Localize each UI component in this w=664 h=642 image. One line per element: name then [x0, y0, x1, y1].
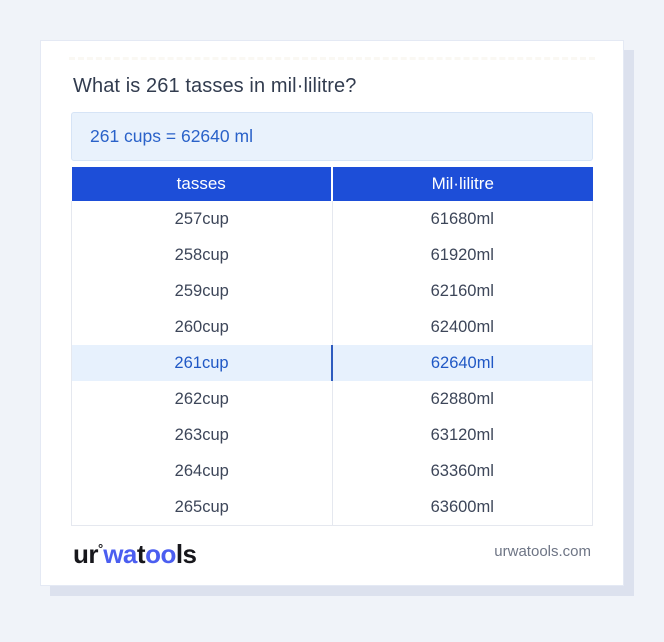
table-row: 262cup 62880ml — [71, 381, 593, 417]
decorative-dashed-line — [69, 57, 595, 60]
result-text: 261 cups = 62640 ml — [90, 126, 253, 146]
cell-millilitre: 62400ml — [331, 309, 593, 345]
logo-part: ls — [175, 539, 197, 569]
table-row: 265cup 63600ml — [71, 489, 593, 526]
table-header: tasses Mil·lilitre — [71, 167, 593, 201]
cell-tasses: 258cup — [71, 237, 332, 273]
cell-millilitre: 62880ml — [331, 381, 593, 417]
converter-card: What is 261 tasses in mil·lilitre? 261 c… — [40, 40, 624, 586]
table-row: 263cup 63120ml — [71, 417, 593, 453]
conversion-table-body: 257cup 61680ml 258cup 61920ml 259cup 62160ml 2… — [71, 201, 593, 526]
column-header-millilitre: Mil·lilitre — [331, 167, 593, 201]
conversion-table: tasses Mil·lilitre 257cup 61680ml 258cup 61… — [71, 167, 593, 526]
table-row: 260cup 62400ml — [71, 309, 593, 345]
cell-millilitre: 62640ml — [331, 345, 593, 381]
cell-tasses: 263cup — [71, 417, 332, 453]
cell-tasses: 265cup — [71, 489, 332, 526]
logo-part: ° — [98, 541, 104, 556]
cell-millilitre: 62160ml — [331, 273, 593, 309]
cell-tasses: 261cup — [71, 345, 332, 381]
table-row-highlighted: 261cup 62640ml — [71, 345, 593, 381]
urwatools-logo[interactable]: ur°watools — [73, 534, 197, 569]
column-header-tasses: tasses — [71, 167, 332, 201]
table-row: 258cup 61920ml — [71, 237, 593, 273]
cell-tasses: 260cup — [71, 309, 332, 345]
logo-part: t — [136, 539, 146, 569]
cell-tasses: 257cup — [71, 201, 332, 237]
footer: ur°watools urwatools.com — [71, 532, 593, 573]
cell-tasses: 262cup — [71, 381, 332, 417]
cell-millilitre: 61920ml — [331, 237, 593, 273]
table-row: 257cup 61680ml — [71, 201, 593, 237]
cell-millilitre: 63120ml — [331, 417, 593, 453]
cell-millilitre: 63360ml — [331, 453, 593, 489]
logo-part: oo — [145, 539, 176, 569]
table-row: 259cup 62160ml — [71, 273, 593, 309]
cell-tasses: 264cup — [71, 453, 332, 489]
site-domain: urwatools.com — [494, 543, 591, 560]
page-title: What is 261 tasses in mil·lilitre? — [73, 75, 357, 97]
cell-tasses: 259cup — [71, 273, 332, 309]
result-box: 261 cups = 62640 ml — [71, 112, 593, 161]
table-header-row: tasses Mil·lilitre — [71, 167, 593, 201]
cell-millilitre: 61680ml — [331, 201, 593, 237]
table-row: 264cup 63360ml — [71, 453, 593, 489]
logo-part: wa — [103, 539, 137, 569]
logo-part: ur — [73, 539, 99, 569]
cell-millilitre: 63600ml — [331, 489, 593, 526]
